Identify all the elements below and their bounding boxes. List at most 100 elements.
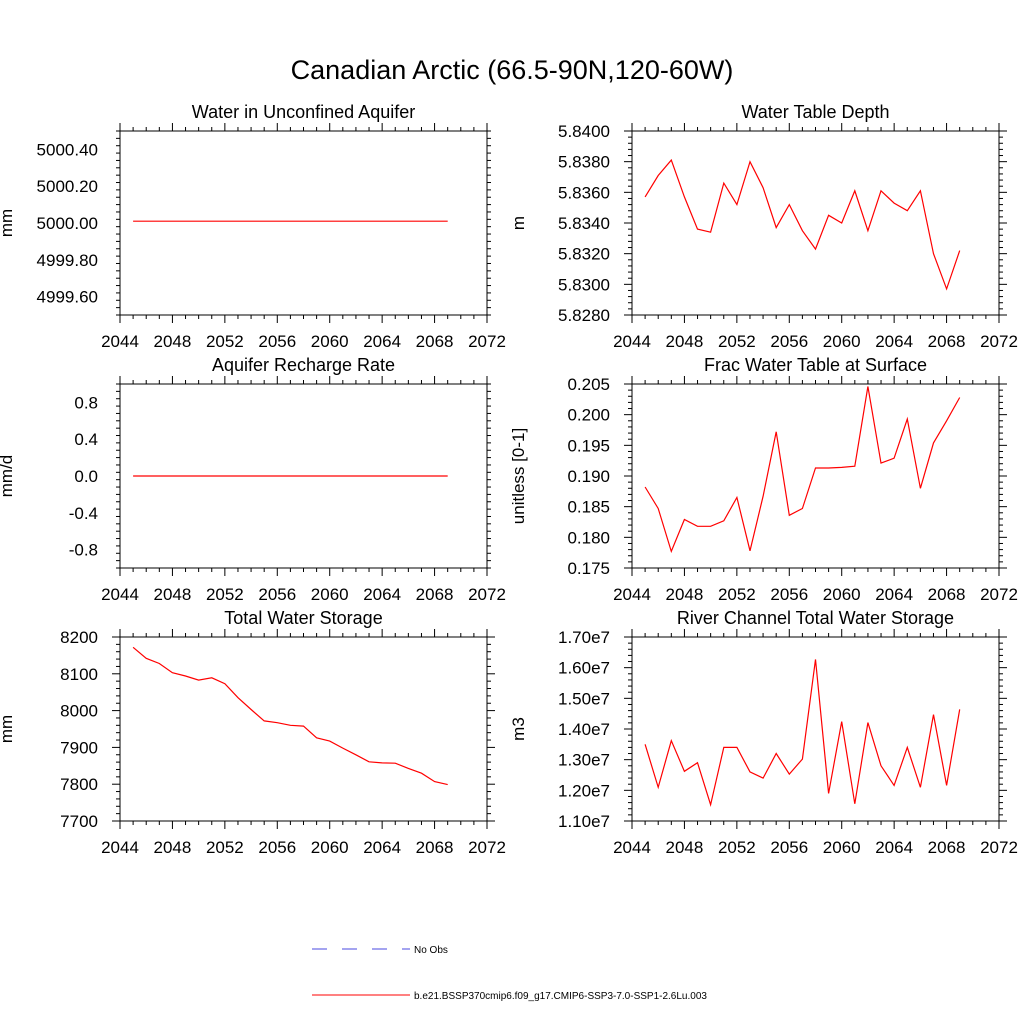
plot-frame <box>119 130 488 316</box>
legend-label-model-run: b.e21.BSSP370cmip6.f09_g17.CMIP6-SSP3-7.… <box>414 991 707 1002</box>
x-tick-label: 2060 <box>311 585 349 604</box>
y-tick-label: 7900 <box>60 738 98 757</box>
y-tick-label: 5.8300 <box>558 275 610 294</box>
x-tick-label: 2072 <box>468 838 506 857</box>
x-tick-label: 2044 <box>101 585 139 604</box>
x-tick-label: 2052 <box>718 332 756 351</box>
x-tick-label: 2060 <box>823 585 861 604</box>
x-tick-label: 2056 <box>258 585 296 604</box>
x-tick-label: 2056 <box>770 838 808 857</box>
y-tick-label: 0.185 <box>567 498 610 517</box>
panel-title: Frac Water Table at Surface <box>704 355 927 375</box>
x-tick-label: 2064 <box>875 332 913 351</box>
x-tick-label: 2068 <box>928 838 966 857</box>
y-tick-label: -0.4 <box>69 504 98 523</box>
series-line <box>132 646 448 786</box>
x-tick-label: 2072 <box>980 838 1018 857</box>
plot-frame <box>631 130 1000 316</box>
chart-panel-2: 2044 2048 2052 2056 2060 2064 2068 2072 5.8280 5.… <box>509 102 1018 351</box>
y-tick-label: 0.8 <box>74 393 98 412</box>
x-tick-label: 2056 <box>258 838 296 857</box>
y-tick-label: 5.8400 <box>558 122 610 141</box>
x-tick-label: 2048 <box>154 332 192 351</box>
x-tick-label: 2068 <box>416 838 454 857</box>
x-tick-label: 2072 <box>980 585 1018 604</box>
y-tick-label: 0.4 <box>74 430 98 449</box>
y-tick-label: 5.8320 <box>558 245 610 264</box>
x-tick-label: 2064 <box>875 838 913 857</box>
y-tick-label: 5.8360 <box>558 183 610 202</box>
y-tick-label: 4999.60 <box>37 288 98 307</box>
y-tick-label: 7800 <box>60 775 98 794</box>
x-tick-label: 2048 <box>154 838 192 857</box>
x-tick-label: 2044 <box>101 838 139 857</box>
x-tick-label: 2068 <box>928 332 966 351</box>
x-tick-label: 2044 <box>101 332 139 351</box>
x-tick-label: 2072 <box>468 585 506 604</box>
x-tick-label: 2048 <box>666 838 704 857</box>
page-title: Canadian Arctic (66.5-90N,120-60W) <box>290 55 734 85</box>
x-tick-label: 2060 <box>823 838 861 857</box>
y-tick-label: 1.50e7 <box>558 689 610 708</box>
y-tick-label: 1.20e7 <box>558 781 610 800</box>
y-tick-label: 0.0 <box>74 467 98 486</box>
x-tick-label: 2056 <box>770 332 808 351</box>
y-tick-label: 0.190 <box>567 467 610 486</box>
y-tick-label: 1.30e7 <box>558 751 610 770</box>
x-tick-label: 2064 <box>363 332 401 351</box>
y-tick-label: 0.200 <box>567 406 610 425</box>
y-axis-label: m <box>509 216 528 230</box>
y-tick-label: 0.205 <box>567 375 610 394</box>
x-tick-label: 2068 <box>928 585 966 604</box>
panel-title: Total Water Storage <box>224 608 382 628</box>
x-tick-label: 2052 <box>206 585 244 604</box>
y-tick-label: 5.8280 <box>558 306 610 325</box>
x-tick-label: 2044 <box>613 838 651 857</box>
chart-panel-3: 2044 2048 2052 2056 2060 2064 2068 2072 -0.8 -0.4… <box>0 355 506 604</box>
chart-panel-1: 2044 2048 2052 2056 2060 2064 2068 2072 4999.60 4… <box>0 102 506 351</box>
x-tick-label: 2044 <box>613 332 651 351</box>
y-tick-label: 8000 <box>60 702 98 721</box>
series-line <box>644 659 961 807</box>
panel-title: Water in Unconfined Aquifer <box>192 102 415 122</box>
y-tick-label: 8200 <box>60 628 98 647</box>
x-tick-label: 2048 <box>154 585 192 604</box>
y-axis-label: unitless [0-1] <box>509 428 528 524</box>
plot-frame <box>119 636 488 822</box>
legend-label-no-obs: No Obs <box>414 945 448 956</box>
legend-item-no-obs: No Obs <box>312 945 448 956</box>
y-tick-label: 5000.00 <box>37 214 98 233</box>
x-tick-label: 2060 <box>311 332 349 351</box>
series-line <box>644 386 961 554</box>
legend-item-model-run: b.e21.BSSP370cmip6.f09_g17.CMIP6-SSP3-7.… <box>312 991 707 1002</box>
x-tick-label: 2064 <box>363 585 401 604</box>
x-tick-label: 2052 <box>206 838 244 857</box>
chart-panel-5: 2044 2048 2052 2056 2060 2064 2068 2072 7700 7800… <box>0 608 506 857</box>
x-tick-label: 2060 <box>311 838 349 857</box>
y-tick-label: -0.8 <box>69 541 98 560</box>
y-axis-label: mm <box>0 715 16 743</box>
legend: No Obs b.e21.BSSP370cmip6.f09_g17.CMIP6-… <box>312 945 707 1002</box>
x-tick-label: 2048 <box>666 332 704 351</box>
x-tick-label: 2072 <box>468 332 506 351</box>
panel-title: River Channel Total Water Storage <box>677 608 954 628</box>
x-tick-label: 2068 <box>416 332 454 351</box>
y-tick-label: 0.175 <box>567 559 610 578</box>
series-line <box>644 158 961 291</box>
y-tick-label: 5000.20 <box>37 177 98 196</box>
y-tick-label: 4999.80 <box>37 251 98 270</box>
x-tick-label: 2064 <box>875 585 913 604</box>
y-tick-label: 8100 <box>60 665 98 684</box>
panel-title: Water Table Depth <box>741 102 889 122</box>
chart-panel-6: 2044 2048 2052 2056 2060 2064 2068 2072 1.10e7 1.… <box>509 608 1018 857</box>
y-tick-label: 5000.40 <box>37 140 98 159</box>
y-axis-label: mm/d <box>0 455 16 498</box>
y-tick-label: 5.8340 <box>558 214 610 233</box>
chart-panel-4: 2044 2048 2052 2056 2060 2064 2068 2072 0.175 0.1… <box>509 355 1018 604</box>
panel-title: Aquifer Recharge Rate <box>212 355 395 375</box>
y-tick-label: 1.60e7 <box>558 659 610 678</box>
x-tick-label: 2060 <box>823 332 861 351</box>
y-axis-label: mm <box>0 209 16 237</box>
y-tick-label: 7700 <box>60 812 98 831</box>
